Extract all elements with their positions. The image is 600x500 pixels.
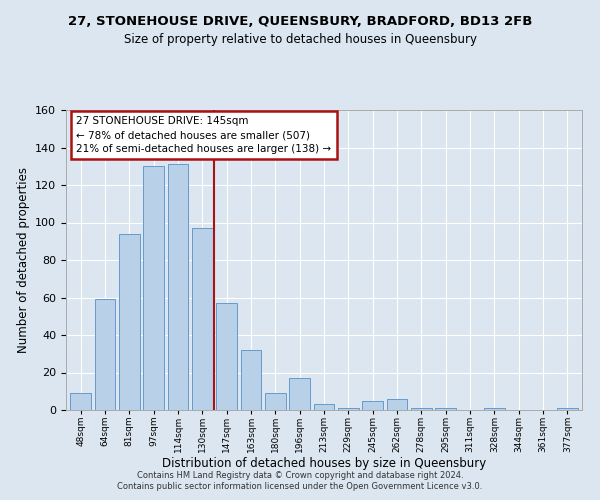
Bar (192, 228, 212, 410)
Bar (70, 393, 91, 410)
X-axis label: Distribution of detached houses by size in Queensbury: Distribution of detached houses by size … (162, 458, 486, 470)
Bar (216, 303, 237, 410)
Text: Size of property relative to detached houses in Queensbury: Size of property relative to detached ho… (124, 32, 476, 46)
Bar (411, 408, 432, 410)
Bar (119, 234, 140, 410)
Bar (386, 399, 407, 410)
Bar (362, 400, 383, 410)
Bar (314, 404, 334, 410)
Bar (484, 408, 505, 410)
Bar (143, 166, 164, 410)
Text: Contains public sector information licensed under the Open Government Licence v3: Contains public sector information licen… (118, 482, 482, 491)
Bar (557, 408, 578, 410)
Bar (167, 164, 188, 410)
Bar (241, 350, 262, 410)
Bar (95, 300, 115, 410)
Bar (338, 408, 359, 410)
Text: Contains HM Land Registry data © Crown copyright and database right 2024.: Contains HM Land Registry data © Crown c… (137, 471, 463, 480)
Text: 27, STONEHOUSE DRIVE, QUEENSBURY, BRADFORD, BD13 2FB: 27, STONEHOUSE DRIVE, QUEENSBURY, BRADFO… (68, 15, 532, 28)
Text: 27 STONEHOUSE DRIVE: 145sqm
← 78% of detached houses are smaller (507)
21% of se: 27 STONEHOUSE DRIVE: 145sqm ← 78% of det… (76, 116, 331, 154)
Bar (289, 378, 310, 410)
Bar (436, 408, 456, 410)
Y-axis label: Number of detached properties: Number of detached properties (17, 167, 29, 353)
Bar (265, 393, 286, 410)
